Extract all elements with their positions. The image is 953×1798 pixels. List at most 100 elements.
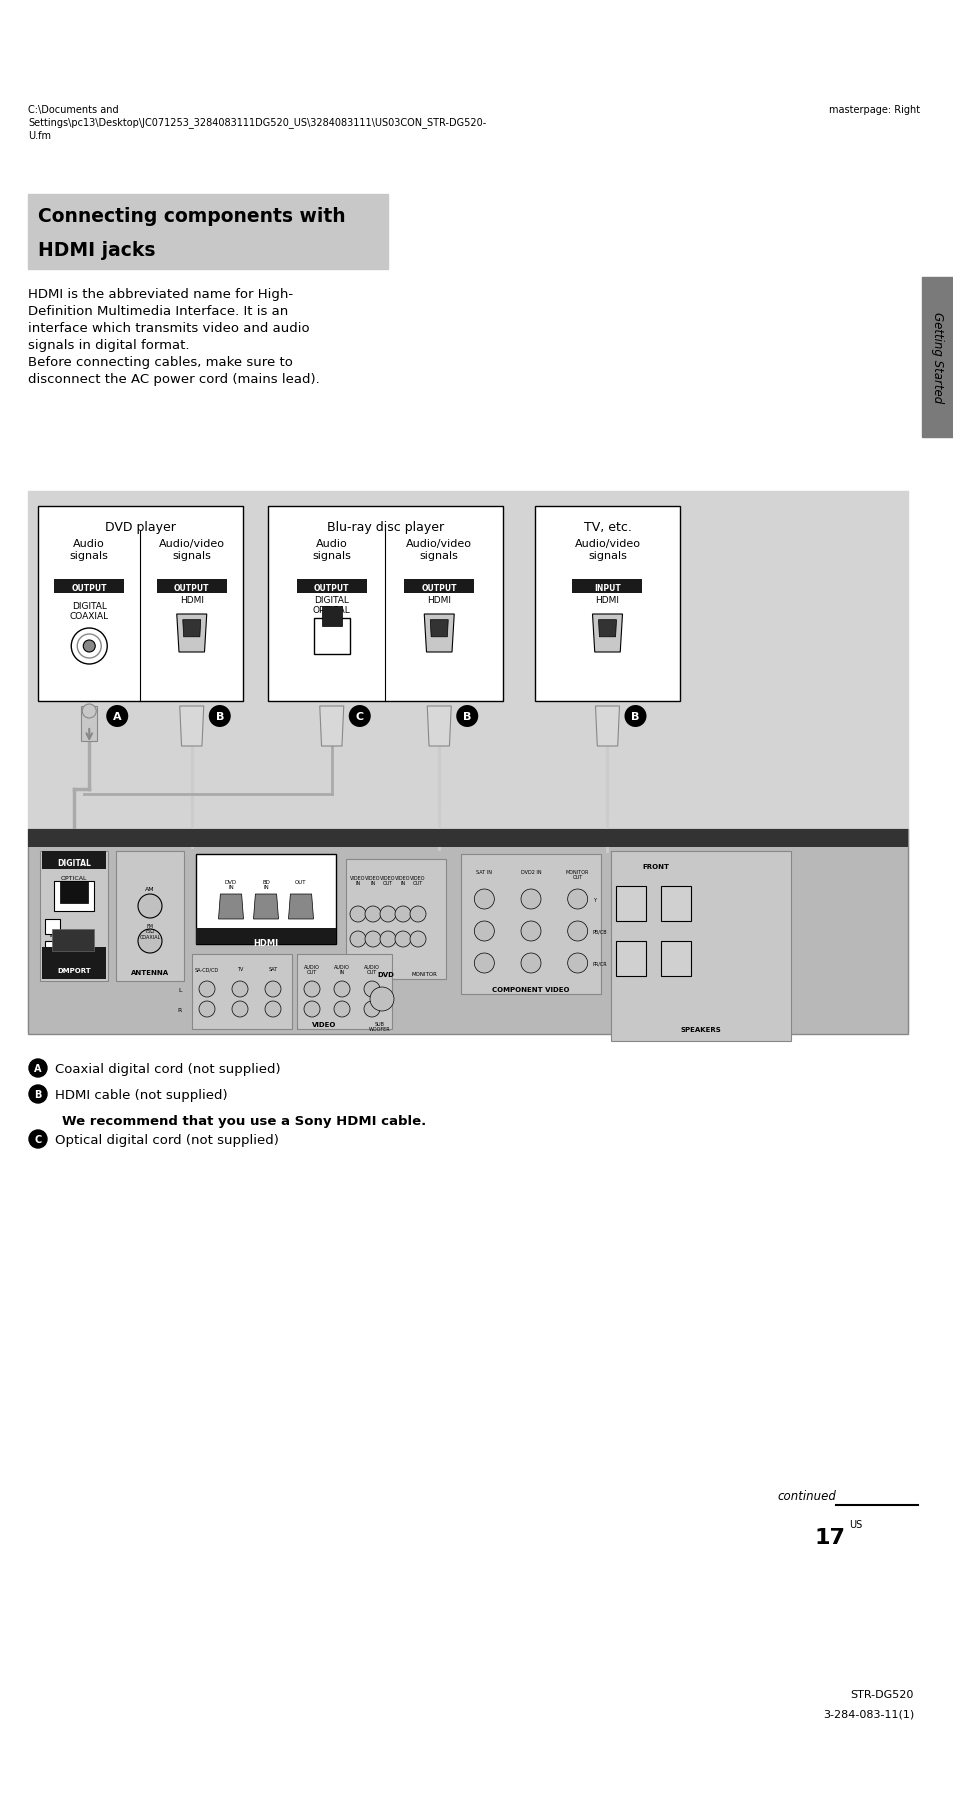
Bar <box>195 928 335 944</box>
Text: DVD: DVD <box>377 971 394 978</box>
Circle shape <box>83 640 95 653</box>
Text: masterpage: Right: masterpage: Right <box>828 104 919 115</box>
Text: HDMI cable (not supplied): HDMI cable (not supplied) <box>55 1088 228 1102</box>
Text: HDMI: HDMI <box>253 939 278 948</box>
Text: SAT
IN: SAT IN <box>47 946 57 957</box>
Circle shape <box>474 890 494 910</box>
Bar <box>42 852 106 870</box>
Bar <box>314 619 350 654</box>
Text: HDMI: HDMI <box>595 595 618 604</box>
Polygon shape <box>592 615 622 653</box>
Circle shape <box>364 1001 379 1018</box>
Polygon shape <box>176 615 207 653</box>
Text: VIDEO
OUT: VIDEO OUT <box>410 876 425 886</box>
Text: 3-284-083-11(1): 3-284-083-11(1) <box>821 1710 913 1719</box>
Circle shape <box>138 894 162 919</box>
Text: B: B <box>34 1090 42 1099</box>
Bar <box>52 930 94 951</box>
Circle shape <box>624 705 646 728</box>
Circle shape <box>567 922 587 942</box>
Circle shape <box>365 906 380 922</box>
Bar <box>156 579 227 593</box>
Circle shape <box>304 982 319 998</box>
Text: BD
IN: BD IN <box>48 926 56 937</box>
Text: DVD
IN: DVD IN <box>225 879 236 890</box>
Circle shape <box>379 906 395 922</box>
Bar <box>296 579 366 593</box>
Text: SAT: SAT <box>268 967 277 971</box>
Text: DIGITAL: DIGITAL <box>57 858 91 867</box>
Bar <box>38 507 243 701</box>
Text: DIGITAL
COAXIAL: DIGITAL COAXIAL <box>70 602 109 620</box>
Text: VIDEO: VIDEO <box>312 1021 336 1027</box>
Text: C: C <box>355 712 363 721</box>
Polygon shape <box>430 620 448 638</box>
Circle shape <box>567 953 587 973</box>
Text: Audio/video
signals: Audio/video signals <box>406 539 472 561</box>
Text: A: A <box>112 712 121 721</box>
Text: Coaxial digital cord (not supplied): Coaxial digital cord (not supplied) <box>55 1063 280 1075</box>
Circle shape <box>29 1131 47 1149</box>
Text: PR/CR: PR/CR <box>593 960 607 966</box>
Circle shape <box>138 930 162 953</box>
Text: OUTPUT: OUTPUT <box>71 584 107 593</box>
Bar <box>296 955 392 1030</box>
Circle shape <box>304 1001 319 1018</box>
Polygon shape <box>218 894 243 919</box>
Text: disconnect the AC power cord (mains lead).: disconnect the AC power cord (mains lead… <box>28 372 319 387</box>
Bar <box>572 579 641 593</box>
Circle shape <box>364 982 379 998</box>
Text: MONITOR
OUT: MONITOR OUT <box>565 870 589 879</box>
Text: AUDIO
OUT: AUDIO OUT <box>364 964 379 975</box>
Circle shape <box>232 1001 248 1018</box>
Circle shape <box>334 1001 350 1018</box>
Bar <box>28 829 907 847</box>
Bar <box>60 881 88 904</box>
Text: VIDEO
IN: VIDEO IN <box>365 876 380 886</box>
Polygon shape <box>253 894 278 919</box>
Circle shape <box>474 953 494 973</box>
Bar <box>42 948 106 980</box>
Polygon shape <box>319 707 343 746</box>
Text: Before connecting cables, make sure to: Before connecting cables, make sure to <box>28 356 293 369</box>
Text: B: B <box>462 712 471 721</box>
Circle shape <box>82 705 96 719</box>
Text: SAT IN: SAT IN <box>476 870 492 874</box>
Text: Definition Multimedia Interface. It is an: Definition Multimedia Interface. It is a… <box>28 306 288 318</box>
Bar <box>195 854 335 944</box>
Bar <box>40 852 108 982</box>
Text: interface which transmits video and audio: interface which transmits video and audi… <box>28 322 310 334</box>
Bar <box>81 707 97 741</box>
Bar <box>54 881 94 912</box>
Bar <box>45 919 60 935</box>
Text: AUDIO
OUT: AUDIO OUT <box>304 964 319 975</box>
Text: OUT: OUT <box>294 879 307 885</box>
Text: VIDEO
IN: VIDEO IN <box>350 876 365 886</box>
Polygon shape <box>427 707 451 746</box>
Circle shape <box>29 1086 47 1104</box>
Bar <box>660 886 690 922</box>
Text: Audio
signals: Audio signals <box>70 539 109 561</box>
Text: We recommend that you use a Sony HDMI cable.: We recommend that you use a Sony HDMI ca… <box>62 1115 426 1127</box>
Text: DVD2 IN: DVD2 IN <box>520 870 540 874</box>
Circle shape <box>395 931 411 948</box>
Circle shape <box>334 982 350 998</box>
Circle shape <box>199 982 214 998</box>
Circle shape <box>410 931 426 948</box>
Text: STR-DG520: STR-DG520 <box>850 1688 913 1699</box>
Text: Audio/video
signals: Audio/video signals <box>158 539 225 561</box>
Circle shape <box>365 931 380 948</box>
Text: L: L <box>178 987 182 992</box>
Circle shape <box>350 931 366 948</box>
Text: DVD player: DVD player <box>105 521 175 534</box>
Circle shape <box>456 705 477 728</box>
Text: HDMI: HDMI <box>427 595 451 604</box>
Circle shape <box>520 890 540 910</box>
Text: OUTPUT: OUTPUT <box>173 584 210 593</box>
Text: COMPONENT VIDEO: COMPONENT VIDEO <box>492 987 569 992</box>
Bar <box>616 942 645 976</box>
Bar <box>616 886 645 922</box>
Circle shape <box>520 953 540 973</box>
Text: HDMI is the abbreviated name for High-: HDMI is the abbreviated name for High- <box>28 288 293 300</box>
Text: ANTENNA: ANTENNA <box>131 969 169 976</box>
